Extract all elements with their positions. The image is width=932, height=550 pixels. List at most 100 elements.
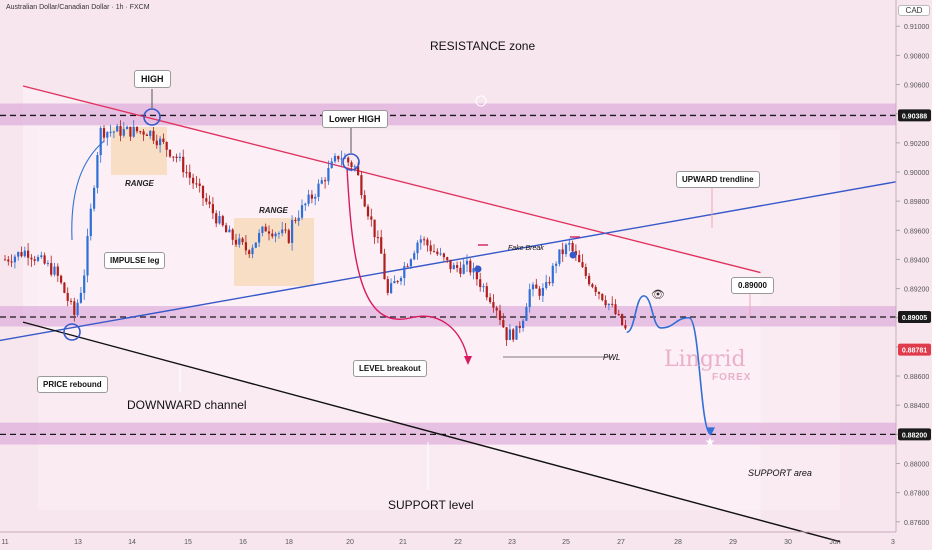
svg-text:0.89005: 0.89005	[902, 315, 927, 322]
candle	[584, 263, 587, 279]
price-badge: 0.90388	[898, 109, 931, 122]
candle	[508, 324, 511, 341]
candle	[155, 134, 158, 149]
candle	[429, 240, 432, 255]
candle	[244, 235, 247, 255]
upward-trendline	[0, 181, 897, 342]
watermark-brand: Lingrid	[664, 347, 746, 372]
candle	[126, 125, 129, 130]
candle	[423, 236, 426, 246]
candle	[43, 252, 46, 265]
candle	[178, 152, 181, 162]
candle	[452, 262, 455, 270]
candle	[502, 313, 505, 328]
candle	[446, 256, 449, 264]
candle	[396, 280, 399, 284]
candle	[287, 228, 290, 244]
x-tick-label: 11	[1, 539, 8, 546]
candle	[168, 149, 172, 159]
candle	[218, 210, 221, 225]
candle	[36, 254, 40, 263]
candle	[274, 231, 277, 243]
candle	[119, 120, 122, 142]
candle	[10, 254, 13, 268]
candle	[360, 171, 363, 199]
candle	[479, 272, 482, 292]
candle	[611, 296, 614, 308]
candle	[495, 305, 498, 319]
candle	[390, 278, 393, 295]
candle	[449, 259, 452, 273]
candle	[436, 248, 439, 256]
candle	[73, 297, 76, 322]
candle	[320, 177, 323, 185]
symbol-title: Australian Dollar/Canadian Dollar · 1h ·…	[6, 4, 150, 11]
candle	[267, 225, 271, 241]
candle	[30, 254, 33, 267]
x-tick-label: 25	[562, 539, 570, 546]
candle	[221, 214, 224, 227]
currency-label: CAD	[898, 5, 930, 16]
candle	[403, 261, 406, 286]
candle	[79, 286, 82, 304]
downward-channel-label: DOWNWARD channel	[127, 398, 247, 412]
candle	[578, 250, 581, 263]
resistance-zone-label: RESISTANCE zone	[430, 39, 536, 53]
candle	[211, 197, 214, 219]
candle	[83, 269, 86, 300]
x-tick-label: 18	[285, 539, 293, 546]
range-label-1: RANGE	[125, 179, 154, 188]
candle	[413, 250, 416, 261]
candle	[469, 258, 472, 276]
candle	[522, 318, 525, 332]
candle	[106, 131, 109, 146]
candle	[248, 249, 251, 258]
impulse-arrow	[71, 140, 105, 241]
candle	[228, 225, 231, 233]
level-value-label: 0.89000	[731, 277, 774, 294]
candle	[23, 246, 26, 258]
candle	[462, 258, 465, 275]
candle	[63, 281, 66, 294]
candle	[188, 164, 191, 185]
candle	[465, 254, 469, 273]
candle	[33, 255, 36, 266]
candle	[238, 233, 241, 248]
x-tick-label: Jun	[829, 539, 840, 546]
zone-mid-level	[0, 306, 896, 327]
candle	[442, 252, 445, 261]
candle	[604, 295, 607, 308]
candle	[162, 133, 165, 145]
support-area-label: SUPPORT area	[748, 468, 812, 478]
y-tick-label: 0.87800	[904, 491, 929, 498]
candle	[89, 203, 92, 241]
y-tick-label: 0.90600	[904, 83, 929, 90]
candle	[93, 185, 96, 212]
candle	[564, 242, 568, 257]
candle	[383, 248, 386, 280]
candle	[208, 195, 211, 209]
candle	[159, 135, 162, 153]
x-tick-label: 28	[674, 539, 682, 546]
watermark-sub: FOREX	[712, 372, 752, 383]
x-tick-label: 30	[784, 539, 792, 546]
price-rebound-label: PRICE rebound	[37, 376, 108, 393]
y-tick-label: 0.88400	[904, 403, 929, 410]
candle	[149, 130, 152, 140]
candle	[225, 222, 228, 233]
candle	[215, 210, 218, 228]
candle	[86, 228, 89, 283]
y-tick-label: 0.87600	[904, 520, 929, 527]
alert-icon[interactable]	[475, 95, 487, 107]
candle	[366, 203, 370, 220]
candle	[297, 210, 300, 226]
y-tick-label: 0.89800	[904, 199, 929, 206]
candle	[399, 275, 403, 286]
candle	[525, 303, 528, 321]
candle	[258, 229, 261, 247]
candle	[558, 249, 561, 267]
candle	[456, 261, 459, 273]
price-badge: 0.88781	[898, 343, 931, 356]
